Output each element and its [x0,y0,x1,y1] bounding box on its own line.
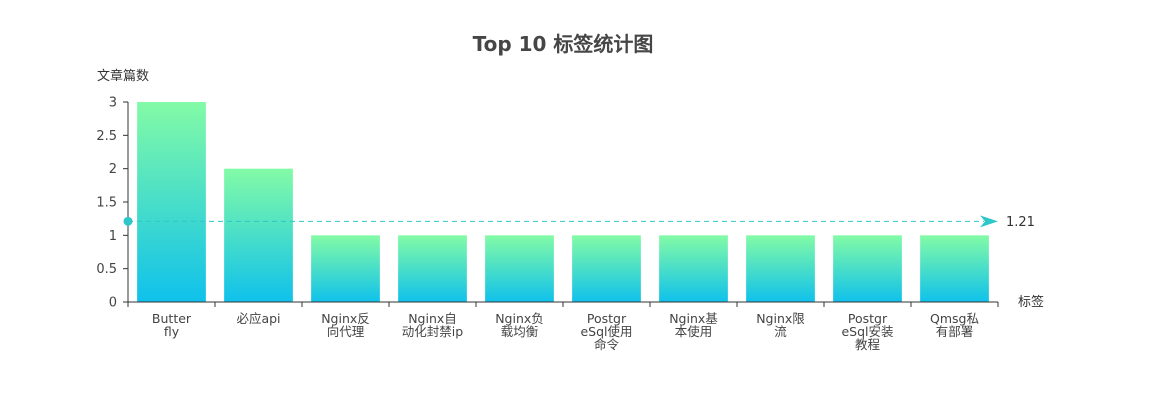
bar-1[interactable] [137,102,206,302]
x-tick-label-line: Qmsg私 [930,311,979,326]
bar-2[interactable] [224,168,293,302]
average-arrow-icon [980,215,998,228]
x-tick-label: Nginx反向代理 [321,311,370,339]
y-tick-label: 2.5 [96,129,117,144]
y-tick-label: 1.5 [96,196,117,211]
bar-4[interactable] [398,235,467,302]
x-tick-label-line: 动化封禁ip [402,324,463,339]
x-tick-label-line: Nginx负 [495,311,544,326]
bar-3[interactable] [311,235,380,302]
x-tick-label-line: 载均衡 [501,324,539,339]
x-tick-label-line: 有部署 [936,324,974,339]
x-tick-label: Qmsg私有部署 [930,311,979,339]
bar-6[interactable] [572,235,641,302]
y-tick-label: 2 [109,162,117,177]
x-tick-label: Postgr eSql安装教程 [841,311,893,352]
x-tick-label-line: Nginx反 [321,311,370,326]
y-axis-title: 文章篇数 [97,68,149,84]
x-tick-label: Nginx负载均衡 [495,311,544,339]
x-tick-label-line: eSql使用 [580,324,632,339]
y-tick-label: 3 [109,96,117,111]
x-tick-label-line: 本使用 [675,324,713,339]
y-tick-label: 1 [109,229,117,244]
x-tick-label-line: 教程 [855,337,881,352]
bar-5[interactable] [485,235,554,302]
x-tick-label-line: Postgr [587,311,627,326]
average-value-label: 1.21 [1006,215,1035,230]
x-tick-label: Nginx自动化封禁ip [402,311,463,339]
x-tick-label: Nginx基本使用 [669,311,718,339]
x-tick-label-line: eSql安装 [841,324,893,339]
x-tick-label-line: 必应api [236,311,280,326]
x-tick-label: Butter fly [152,311,192,339]
x-tick-label-line: 向代理 [327,324,365,339]
bar-7[interactable] [659,235,728,302]
bar-10[interactable] [920,235,989,302]
x-axis-title: 标签 [1018,294,1044,310]
average-start-dot [123,216,133,226]
x-tick-label-line: 命令 [594,337,620,352]
x-tick-label-line: Nginx限 [756,311,805,326]
y-tick-label: 0.5 [96,262,117,277]
x-tick-label-line: 流 [774,324,787,339]
average-markline: 1.21 [123,215,1035,230]
y-axis-ticks: 0 0.5 1 1.5 2 2.5 3 [96,96,128,311]
x-tick-label-line: Nginx自 [408,311,457,326]
x-tick-label-line: Butter [152,311,192,326]
chart-title: Top 10 标签统计图 [473,32,654,56]
x-tick-label: 必应api [236,311,280,326]
bar-group [137,102,989,302]
bar-9[interactable] [833,235,902,302]
y-tick-label: 0 [109,296,117,311]
x-tick-label-line: fly [164,324,180,339]
x-tick-label: Postgr eSql使用命令 [580,311,632,352]
x-tick-label-line: Nginx基 [669,311,718,326]
x-tick-label: Nginx限流 [756,311,805,339]
x-tick-label-line: Postgr [848,311,888,326]
bar-8[interactable] [746,235,815,302]
